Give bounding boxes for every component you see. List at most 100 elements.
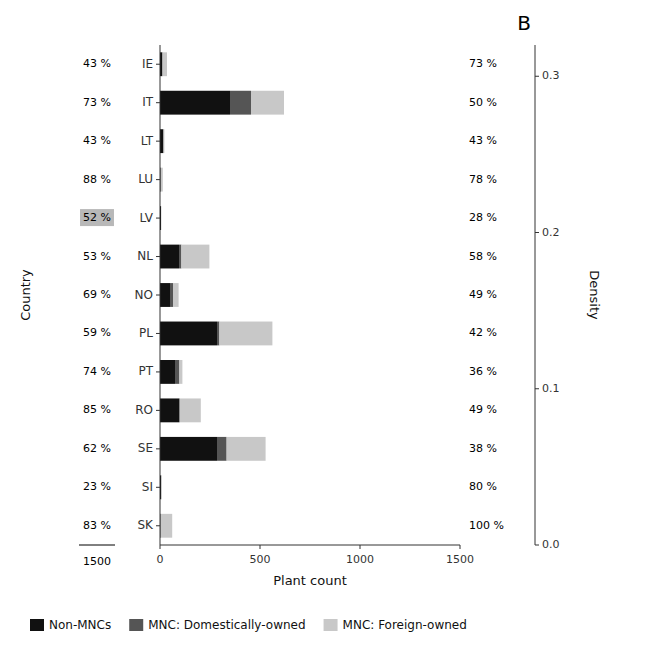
bar-segment (170, 283, 173, 307)
percent-label: 73 % (83, 96, 111, 109)
annotations: 43 %73 %43 %88 %52 %53 %69 %59 %74 %85 %… (79, 57, 504, 567)
bar-segment (161, 514, 173, 538)
y-tick (156, 102, 160, 103)
bar-segment (160, 283, 170, 307)
percent-label: 53 % (83, 250, 111, 263)
bar-segment (251, 91, 284, 115)
percent-label: 85 % (83, 403, 111, 416)
y-tick-label: SI (142, 480, 153, 494)
y2-axis-label: Density (587, 270, 602, 320)
y2-tick-label: 0.2 (542, 226, 560, 239)
legend-swatch (129, 619, 143, 631)
x-axis-line (160, 545, 460, 546)
y2-tick (535, 76, 539, 77)
y-tick (156, 218, 160, 219)
x-tick-label: 0 (157, 553, 164, 566)
y-tick (156, 64, 160, 65)
percent-label: 49 % (469, 403, 497, 416)
label-highlight (80, 209, 114, 226)
legend-swatch (324, 619, 338, 631)
bar-segment (230, 91, 251, 115)
y-tick-label: LU (138, 172, 153, 186)
bar-segment (179, 245, 181, 269)
y-tick (156, 141, 160, 142)
y-tick-label: LV (139, 211, 153, 225)
x-tick-label: 500 (250, 553, 271, 566)
percent-label: 80 % (469, 480, 497, 493)
percent-label: 43 % (83, 134, 111, 147)
bar-segment (160, 322, 217, 346)
y2-tick-label: 0.3 (542, 69, 560, 82)
bar-segment (181, 245, 209, 269)
percent-label: 78 % (469, 173, 497, 186)
bar-segment (163, 52, 167, 76)
y-tick-label: NL (137, 249, 153, 263)
percent-label: 59 % (83, 326, 111, 339)
panel-label: B (517, 11, 531, 35)
y2-axis-line (535, 45, 536, 545)
percent-label: 88 % (83, 173, 111, 186)
left-axis-label: 1500 (83, 555, 111, 568)
legend-label: MNC: Domestically-owned (148, 618, 305, 632)
percent-label: 74 % (83, 365, 111, 378)
x-tick (260, 545, 261, 549)
percent-label: 49 % (469, 288, 497, 301)
bar-segment (219, 322, 272, 346)
y-tick (156, 295, 160, 296)
y-tick-label: SK (138, 518, 155, 532)
y-tick-label: PL (139, 326, 153, 340)
legend-swatch (30, 619, 44, 631)
chart: 050010001500Plant countIEITLTLULVNLNOPLP… (0, 0, 655, 655)
percent-label: 42 % (469, 326, 497, 339)
y-tick (156, 333, 160, 334)
percent-label: 83 % (83, 519, 111, 532)
y-axis-label: Country (18, 269, 33, 321)
y-tick (156, 410, 160, 411)
percent-label: 36 % (469, 365, 497, 378)
percent-label: 23 % (83, 480, 111, 493)
x-tick-label: 1000 (346, 553, 374, 566)
y2-tick (535, 388, 539, 389)
y-tick-label: IE (142, 57, 153, 71)
bar-segment (161, 206, 162, 230)
bar-segment (180, 398, 201, 422)
y-tick-label: RO (135, 403, 153, 417)
bar-segment (227, 437, 266, 461)
y2-tick-label: 0.1 (542, 382, 560, 395)
y2-tick-label: 0.0 (542, 538, 560, 551)
bar-segment (160, 245, 179, 269)
left-rule (79, 545, 115, 546)
bars (160, 52, 284, 537)
x-axis-label: Plant count (273, 573, 347, 588)
bar-segment (173, 283, 179, 307)
x-tick-label: 1500 (446, 553, 474, 566)
bar-segment (175, 360, 179, 384)
percent-label: 100 % (469, 519, 504, 532)
percent-label: 43 % (469, 134, 497, 147)
bar-segment (161, 168, 163, 192)
bar-segment (161, 475, 163, 499)
percent-label: 73 % (469, 57, 497, 70)
bar-segment (160, 437, 217, 461)
y-tick (156, 525, 160, 526)
percent-label: 38 % (469, 442, 497, 455)
bar-segment (163, 129, 165, 153)
x-tick (160, 545, 161, 549)
bar-segment (179, 360, 182, 384)
percent-label: 58 % (469, 250, 497, 263)
percent-label: 62 % (83, 442, 111, 455)
bar-segment (160, 360, 175, 384)
y-tick-label: NO (135, 288, 153, 302)
x-tick (360, 545, 361, 549)
y2-tick (535, 545, 539, 546)
x-tick (460, 545, 461, 549)
percent-label: 69 % (83, 288, 111, 301)
y2-tick (535, 232, 539, 233)
y-tick (156, 179, 160, 180)
y-tick-label: IT (142, 95, 154, 109)
y-tick (156, 256, 160, 257)
bar-segment (161, 475, 162, 499)
legend-label: MNC: Foreign-owned (343, 618, 467, 632)
y-tick-label: SE (138, 441, 153, 455)
bar-segment (217, 322, 219, 346)
